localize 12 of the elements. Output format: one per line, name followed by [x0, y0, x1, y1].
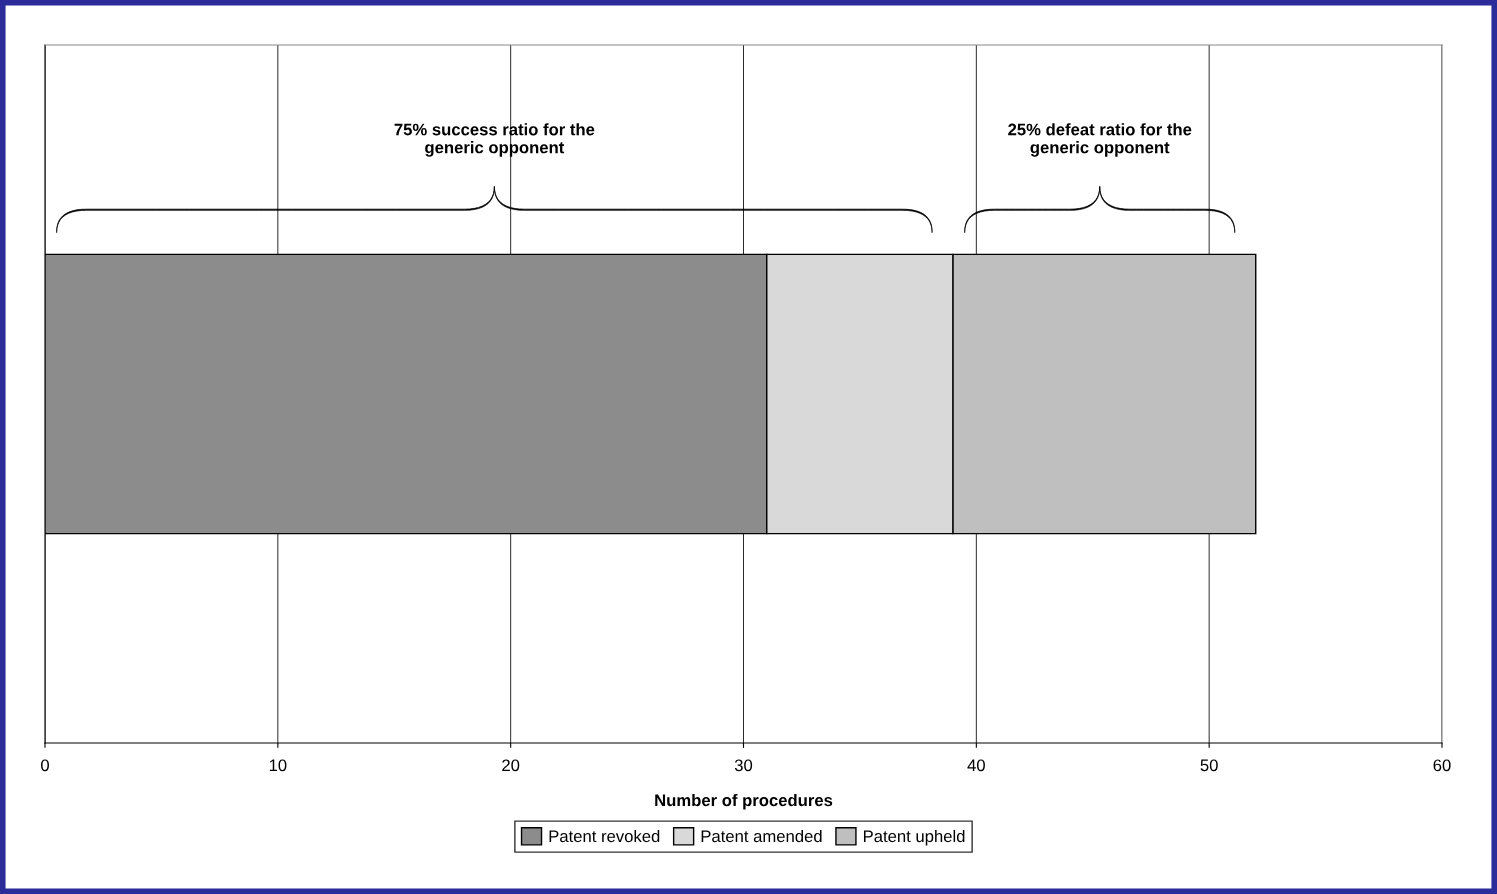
legend-label: Patent upheld [863, 829, 965, 846]
x-tick-label: 0 [41, 759, 49, 772]
x-tick-label: 10 [269, 759, 287, 772]
x-tick-label: 40 [967, 759, 985, 772]
legend-label: Patent revoked [549, 829, 660, 843]
x-tick-label: 50 [1200, 759, 1218, 772]
x-tick-label: 60 [1433, 759, 1451, 772]
x-axis-title: Number of procedures [655, 793, 833, 810]
legend-label: Patent amended [701, 829, 822, 843]
annotation: 25% defeat ratio for the generic opponent [1008, 123, 1192, 157]
x-tick-label: 30 [734, 759, 753, 772]
x-tick-label: 20 [502, 759, 520, 772]
